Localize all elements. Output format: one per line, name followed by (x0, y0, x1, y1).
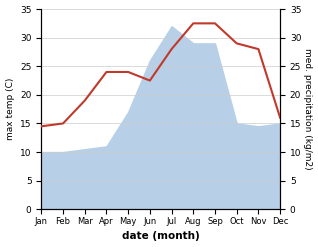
Y-axis label: med. precipitation (kg/m2): med. precipitation (kg/m2) (303, 48, 313, 170)
X-axis label: date (month): date (month) (122, 231, 200, 242)
Y-axis label: max temp (C): max temp (C) (5, 78, 15, 140)
